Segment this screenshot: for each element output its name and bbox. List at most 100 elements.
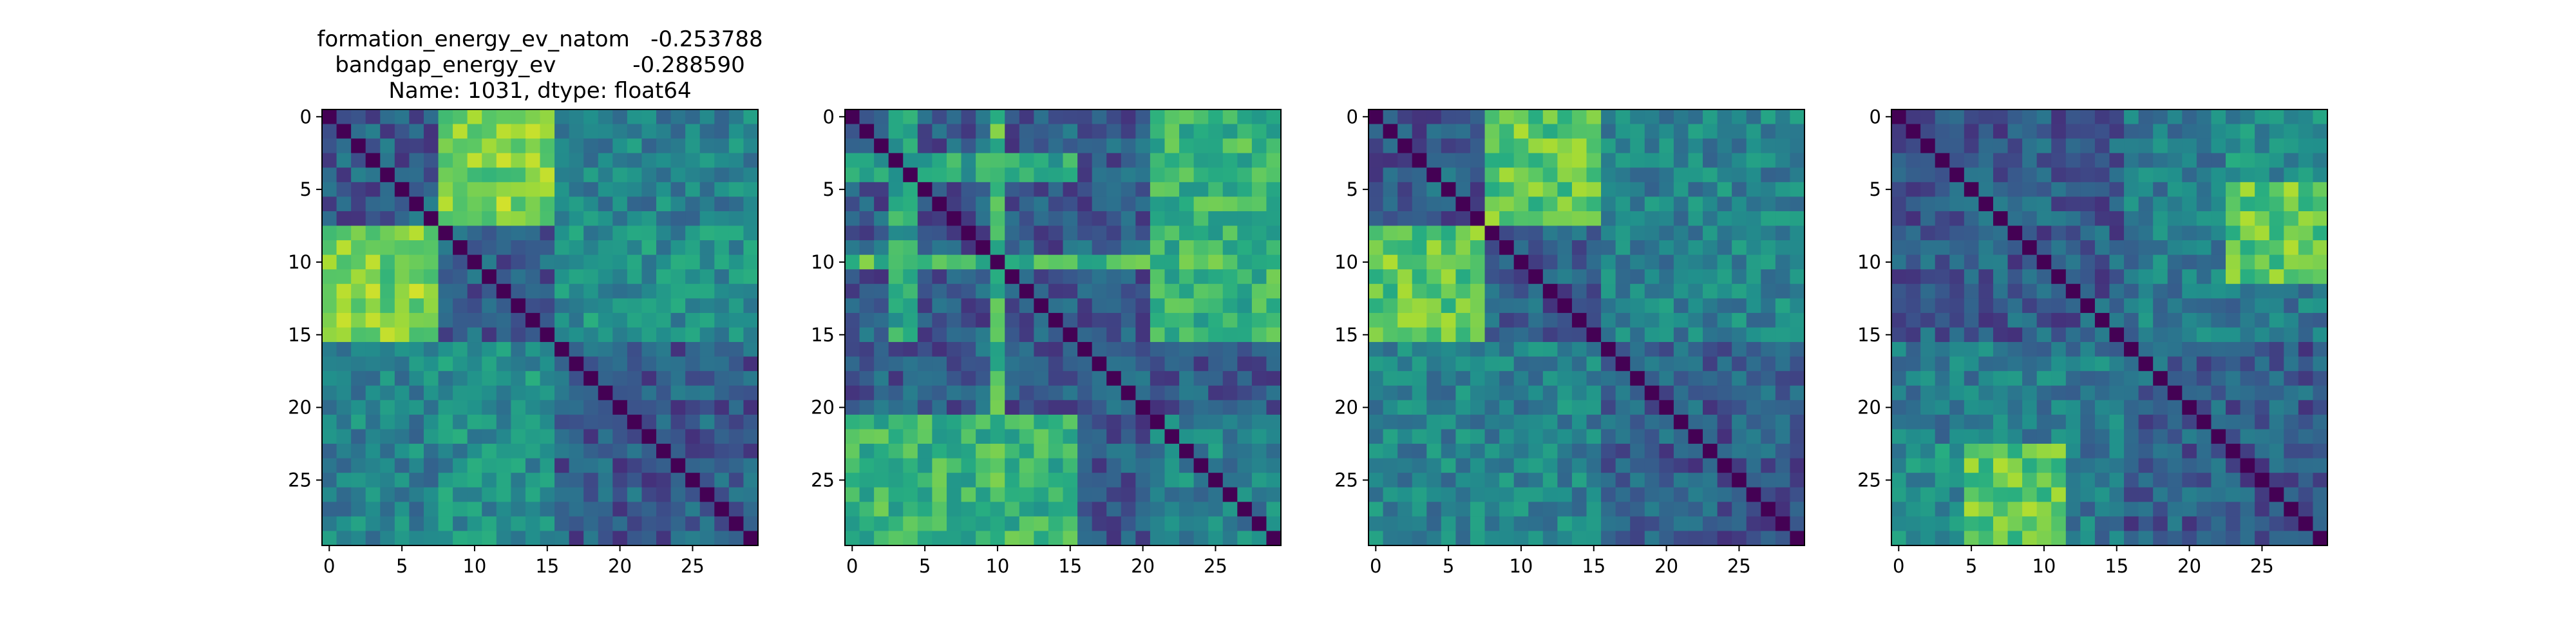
heatmap-cell [1106,356,1122,372]
heatmap-cell [990,167,1005,183]
heatmap-cell [1397,298,1413,314]
heatmap-cell [1659,356,1674,372]
heatmap-cell [2094,327,2110,343]
heatmap-cell [714,487,730,502]
heatmap-cell [1964,109,1979,125]
heatmap-cell [453,312,468,328]
heatmap-cell [1019,327,1034,343]
heatmap-cell [2022,487,2038,502]
heatmap-cell [1426,109,1442,125]
heatmap-cell [1557,225,1573,241]
heatmap-cell [2109,473,2125,488]
heatmap-cell [2298,502,2314,517]
heatmap-cell [1630,283,1645,299]
heatmap-cell [1499,444,1515,459]
heatmap-cell [743,153,759,168]
heatmap-cell [612,312,628,328]
heatmap-cell [961,414,976,430]
heatmap-cell [409,444,424,459]
heatmap-cell [641,298,657,314]
heatmap-cell [2065,342,2081,357]
heatmap-cell [554,124,570,139]
heatmap-cell [2022,371,2038,386]
heatmap-cell [1732,138,1747,154]
heatmap-cell [1237,473,1253,488]
heatmap-cell [1615,240,1631,256]
heatmap-cell [1193,356,1209,372]
heatmap-cell [1135,429,1151,444]
heatmap-cell [1703,385,1718,401]
heatmap-cell [2255,283,2270,299]
heatmap-cell [961,444,976,459]
heatmap-cell [2138,124,2154,139]
heatmap-cell [1383,211,1398,227]
heatmap-cell [1964,487,1979,502]
heatmap-cell [2109,283,2125,299]
heatmap-cell [1732,167,1747,183]
heatmap-cell [1484,254,1500,270]
heatmap-cell [525,400,541,415]
heatmap-cell [1426,473,1442,488]
heatmap-cell [2036,487,2052,502]
heatmap-cell [656,240,672,256]
heatmap-cell [961,356,976,372]
heatmap-cell [2065,385,2081,401]
heatmap-cell [1092,487,1107,502]
heatmap-cell [888,167,904,183]
heatmap-cell [1528,153,1544,168]
heatmap-cell [1019,502,1034,517]
heatmap-cell [482,531,497,546]
heatmap-cell [423,240,439,256]
heatmap-cell [1688,298,1703,314]
heatmap-cell [1499,138,1515,154]
heatmap-cell [670,312,686,328]
heatmap-cell [1019,414,1034,430]
heatmap-cell [1513,240,1529,256]
heatmap-cell [932,196,947,212]
heatmap-cell [2284,400,2299,415]
heatmap-cell [322,109,337,125]
heatmap-cell [2255,225,2270,241]
axes-frame [1368,109,1805,546]
heatmap-cell [482,254,497,270]
heatmap-cell [365,502,381,517]
heatmap-cell [859,385,875,401]
heatmap-cell [1601,298,1616,314]
heatmap-cell [467,516,482,532]
heatmap-cell [1964,516,1979,532]
heatmap-cell [1222,371,1238,386]
heatmap-cell [903,400,918,415]
heatmap-cell [1978,153,1994,168]
heatmap-cell [1528,502,1544,517]
heatmap-cell [1920,414,1936,430]
heatmap-cell [976,182,991,197]
heatmap-cell [2109,487,2125,502]
heatmap-cell [874,356,889,372]
heatmap-cell [888,400,904,415]
heatmap-cell [1092,138,1107,154]
heatmap-cell [1746,516,1761,532]
heatmap-cell [1949,225,1965,241]
heatmap-cell [1222,400,1238,415]
heatmap-cell [1601,487,1616,502]
heatmap-cell [1135,502,1151,517]
heatmap-cell [1557,211,1573,227]
heatmap-cell [351,429,366,444]
heatmap-cell [1601,283,1616,299]
heatmap-cell [380,444,395,459]
heatmap-cell [365,124,381,139]
heatmap-cell [1266,342,1282,357]
heatmap-cell [1412,487,1427,502]
heatmap-cell [714,327,730,343]
heatmap-cell [1528,167,1544,183]
heatmap-cell [932,283,947,299]
heatmap-cell [2007,385,2023,401]
heatmap-cell [670,138,686,154]
heatmap-cell [1063,502,1078,517]
heatmap-cell [1891,109,1907,125]
heatmap-cell [1251,400,1267,415]
heatmap-cell [714,400,730,415]
heatmap-cell [961,458,976,473]
heatmap-cell [743,182,759,197]
